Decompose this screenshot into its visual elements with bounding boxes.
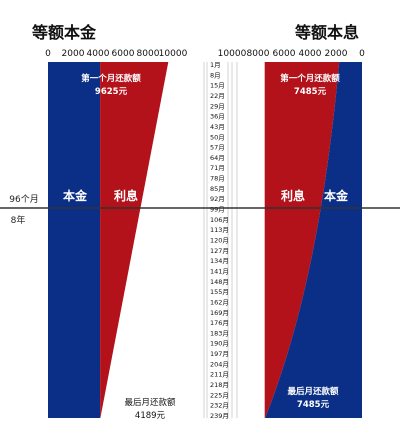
right-first-payment-value: 7485元 [294,87,327,97]
month-label: 204月 [210,360,229,368]
left-principal-label: 本金 [63,188,88,203]
left-last-payment-label: 最后月还款额 [124,397,176,408]
left-interest-area [100,62,169,418]
right-tick-label: 2000 [325,49,348,59]
month-label: 211月 [210,371,229,379]
left-last-payment-value: 4189元 [135,411,166,421]
month-label: 190月 [210,340,229,348]
month-label: 50月 [210,133,225,141]
month-label: 155月 [210,288,229,296]
month-label: 92月 [210,195,225,203]
month-label: 78月 [210,175,225,183]
month-label: 183月 [210,329,229,337]
month-label: 197月 [210,350,229,358]
right-principal-area [265,62,362,418]
right-tick-label: 4000 [299,49,322,59]
month-label: 148月 [210,278,229,286]
month-label: 134月 [210,257,229,265]
right-chart-title: 等额本息 [294,23,359,42]
month-label: 71月 [210,164,225,172]
month-label: 8月 [210,71,221,79]
right-first-payment-label: 第一个月还款额 [280,73,340,84]
month-label: 36月 [210,113,225,121]
left-first-payment-label: 第一个月还款额 [81,73,141,84]
month-axis: 1月 8月 15月 22月 29月 36月 43月 50月 57月 64月 71月 78月 85月 92月… [203,61,238,420]
left-tick-label: 8000 [137,49,160,59]
left-principal-area [48,62,101,418]
month-label: 57月 [210,144,225,152]
left-tick-label: 10000 [159,49,188,59]
right-tick-label: 10000 [218,49,247,59]
month-label: 176月 [210,319,229,327]
left-tick-label: 0 [45,49,51,59]
left-first-payment-value: 9625元 [95,87,128,97]
month-label: 232月 [210,402,229,410]
right-last-payment-value: 7485元 [297,400,330,410]
month-label: 225月 [210,391,229,399]
month-label: 120月 [210,237,229,245]
right-principal-label: 本金 [324,188,349,203]
right-last-payment-label: 最后月还款额 [287,386,339,397]
left-interest-label: 利息 [114,188,138,203]
month-label: 43月 [210,123,225,131]
left-tick-label: 4000 [87,49,110,59]
left-tick-label: 2000 [62,49,85,59]
right-panel-equal-installment: 等额本息 10000 8000 6000 4000 2000 0 [218,23,365,418]
month-label: 127月 [210,247,229,255]
right-tick-label: 0 [359,49,365,59]
month-label: 218月 [210,381,229,389]
month-label: 162月 [210,298,229,306]
month-label: 22月 [210,92,225,100]
left-tick-label: 6000 [112,49,135,59]
right-interest-area [264,62,340,418]
month-label: 1月 [210,61,221,69]
month-label: 106月 [210,216,229,224]
marker-months-label: 96个月 [9,194,38,205]
month-label: 85月 [210,185,225,193]
month-label: 29月 [210,102,225,110]
right-tick-label: 8000 [247,49,270,59]
month-label: 113月 [210,226,229,234]
month-label: 239月 [210,412,229,420]
month-label: 141月 [210,267,229,275]
right-tick-label: 6000 [273,49,296,59]
left-chart-title: 等额本金 [31,23,97,42]
month-label: 99月 [210,206,225,214]
month-label: 169月 [210,309,229,317]
left-panel-equal-principal: 等额本金 0 2000 4000 6000 8000 10000 [31,23,188,418]
month-label: 64月 [210,154,225,162]
right-interest-label: 利息 [281,188,305,203]
marker-years-label: 8年 [11,214,26,226]
month-label: 15月 [210,82,225,90]
